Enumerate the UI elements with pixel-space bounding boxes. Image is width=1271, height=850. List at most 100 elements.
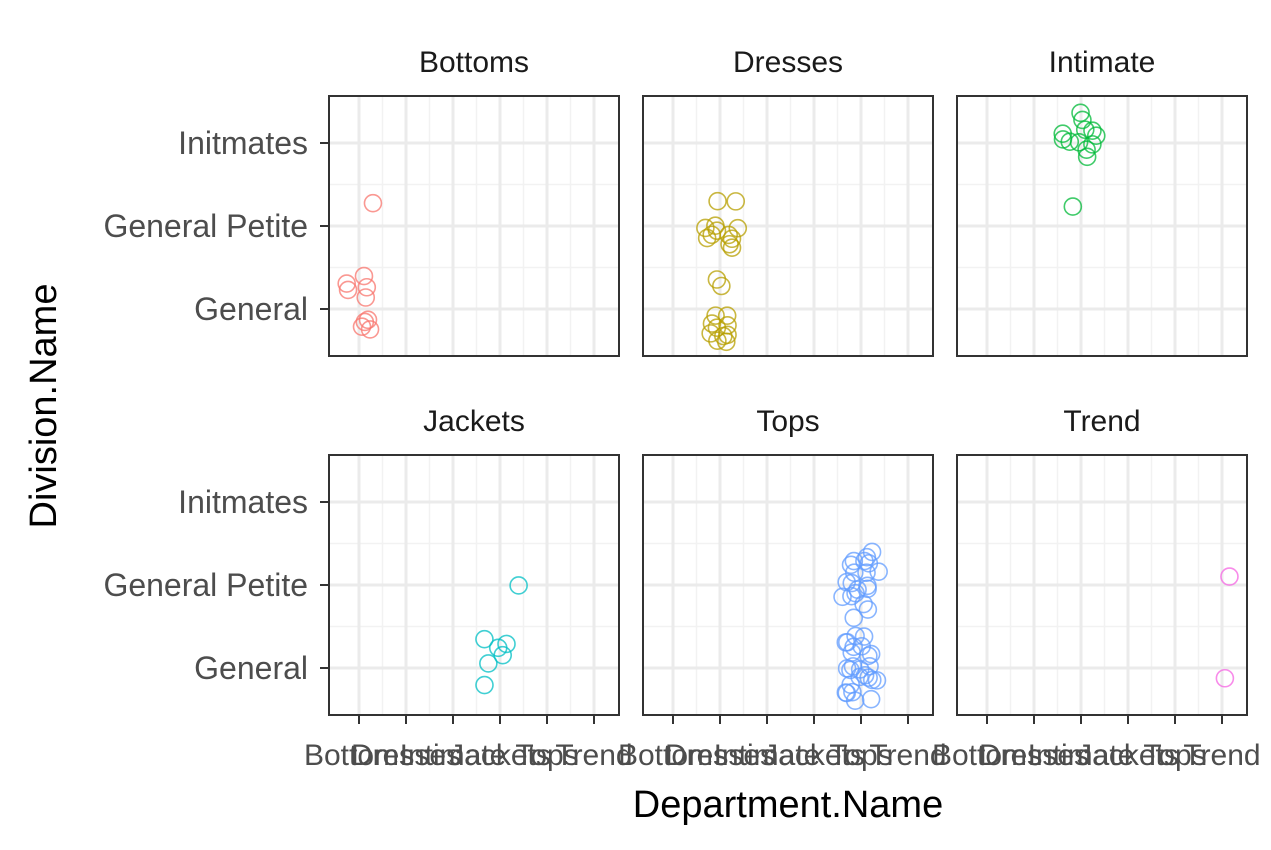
data-point xyxy=(861,644,881,664)
facet-panel-dresses: Dresses xyxy=(642,46,934,357)
data-point xyxy=(708,331,727,350)
data-point xyxy=(1086,126,1106,146)
data-point xyxy=(857,547,877,567)
x-tick-label: Dresses xyxy=(979,739,1089,772)
data-point xyxy=(358,310,378,330)
data-point xyxy=(844,551,864,571)
data-point xyxy=(708,191,727,211)
x-tick-label: Intimate xyxy=(714,739,821,772)
data-point xyxy=(702,314,722,333)
data-point xyxy=(859,668,878,687)
y-tick-label: General xyxy=(194,291,308,327)
data-point xyxy=(337,274,356,293)
data-point xyxy=(1083,121,1102,140)
data-point xyxy=(354,266,374,286)
x-tick-label: Jackets xyxy=(763,739,865,772)
data-point xyxy=(833,587,852,607)
facet-label: Tops xyxy=(756,405,819,438)
y-tick-label: Initmates xyxy=(178,484,308,520)
data-point xyxy=(850,667,869,687)
data-point xyxy=(1083,135,1102,154)
points-jackets xyxy=(475,576,528,695)
data-point xyxy=(717,306,737,325)
data-point xyxy=(837,659,857,678)
data-point xyxy=(356,288,376,307)
data-point xyxy=(497,634,516,654)
data-point xyxy=(858,600,878,619)
x-tick-label: Dresses xyxy=(351,739,461,772)
data-point xyxy=(837,683,857,703)
data-point xyxy=(869,562,888,581)
data-point xyxy=(716,332,736,352)
x-tick-label: Jackets xyxy=(1077,739,1179,772)
data-point xyxy=(858,579,877,599)
facet-label: Jackets xyxy=(423,405,525,438)
data-point xyxy=(842,586,861,606)
x-tick-label: Jackets xyxy=(449,739,551,772)
x-tick-label: Bottoms xyxy=(932,739,1042,772)
facet-panel-intimate: Intimate xyxy=(956,46,1248,357)
facet-label: Dresses xyxy=(733,46,843,79)
points-bottoms xyxy=(337,193,383,339)
y-tick-label: General Petite xyxy=(103,208,308,244)
data-point xyxy=(1220,567,1239,586)
data-point xyxy=(701,324,720,343)
x-tick-label: Tops xyxy=(1143,739,1206,772)
data-point xyxy=(1063,197,1083,216)
x-tick-label: Trend xyxy=(869,739,946,772)
data-point xyxy=(712,276,731,296)
data-point xyxy=(1215,668,1235,688)
data-point xyxy=(855,551,874,571)
data-point xyxy=(1077,140,1096,160)
points-tops xyxy=(833,542,888,710)
data-point xyxy=(707,318,727,338)
data-point xyxy=(360,320,380,339)
y-tick-label: General Petite xyxy=(103,567,308,603)
facet-label: Bottoms xyxy=(419,46,529,79)
x-tick-label: Intimate xyxy=(400,739,507,772)
data-point xyxy=(702,225,722,245)
data-point xyxy=(696,218,715,238)
data-point xyxy=(488,638,508,658)
y-tick-label: Initmates xyxy=(178,125,308,161)
facet-label: Intimate xyxy=(1049,46,1156,79)
data-point xyxy=(707,270,727,289)
data-point xyxy=(844,637,863,657)
facet-panel-bottoms: Bottoms General General Petite Initmates xyxy=(103,46,620,357)
data-point xyxy=(352,317,372,336)
facet-panel-jackets: Jackets General General Petite Initmates Bot… xyxy=(103,405,632,772)
data-point xyxy=(1073,110,1092,130)
panel-border xyxy=(956,95,1248,357)
panel-border xyxy=(642,454,934,716)
data-point xyxy=(1077,147,1097,167)
x-axis-title: Department.Name xyxy=(633,784,943,826)
data-point xyxy=(509,576,528,595)
data-point xyxy=(722,229,742,249)
data-point xyxy=(1071,103,1090,123)
data-point xyxy=(479,654,498,673)
data-point xyxy=(357,277,377,297)
data-point xyxy=(726,192,746,211)
data-point xyxy=(854,627,874,646)
x-tick-label: Bottoms xyxy=(304,739,414,772)
y-tick-label: General xyxy=(194,650,308,686)
facet-panel-tops: TopsBottomsDressesIntimateJacketsTopsTre… xyxy=(618,405,947,772)
data-point xyxy=(706,216,725,236)
panel-border xyxy=(956,454,1248,716)
data-point xyxy=(837,572,856,592)
y-axis-title: Division.Name xyxy=(23,284,65,529)
data-point xyxy=(844,608,864,628)
data-point xyxy=(363,193,383,213)
points-intimate xyxy=(1053,103,1106,216)
x-tick-label: Trend xyxy=(555,739,632,772)
data-point xyxy=(841,555,861,575)
facet-panel-trend: TrendBottomsDressesIntimateJacketsTopsTr… xyxy=(932,405,1261,772)
data-point xyxy=(861,689,881,709)
data-point xyxy=(844,563,864,583)
data-point xyxy=(475,675,494,695)
x-tick-label: Trend xyxy=(1183,739,1260,772)
panel-border xyxy=(642,95,934,357)
data-point xyxy=(1053,124,1073,144)
data-point xyxy=(728,218,748,238)
